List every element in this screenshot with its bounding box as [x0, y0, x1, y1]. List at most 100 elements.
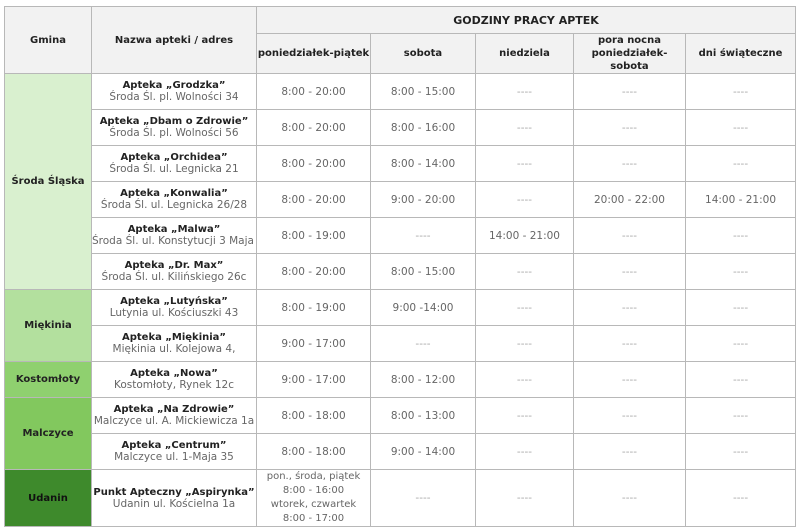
- hours-cell: ----: [475, 145, 574, 182]
- pharmacy-cell: Punkt Apteczny „Aspirynka” Udanin ul. Koś…: [91, 469, 257, 527]
- hours-cell: 8:00 - 16:00: [370, 109, 476, 146]
- hours-cell: ----: [573, 397, 686, 434]
- table-row: Apteka „Orchidea” Środa Śl. ul. Legnicka …: [5, 145, 797, 182]
- pharmacy-cell: Apteka „Dbam o Zdrowie” Środa Śl. pl. Wol…: [91, 109, 257, 146]
- hours-cell: ----: [370, 469, 476, 527]
- hours-cell: 20:00 - 22:00: [573, 181, 686, 218]
- hours-cell: ----: [684, 253, 797, 290]
- hours-cell: pon., środa, piątek 8:00 - 16:00 wtorek,…: [256, 469, 371, 527]
- table-row: Apteka „Dbam o Zdrowie” Środa Śl. pl. Wol…: [5, 109, 797, 146]
- hours-cell: ----: [573, 325, 686, 362]
- pharmacy-cell: Apteka „Nowa” Kostomłoty, Rynek 12c: [91, 361, 257, 398]
- table-row: Apteka „Miękinia” Miękinia ul. Kolejowa 4…: [5, 325, 797, 362]
- pharmacy-name: Apteka „Nowa”: [130, 368, 218, 379]
- hours-cell: ----: [475, 361, 574, 398]
- pharmacy-address: Lutynia ul. Kościuszki 43: [109, 307, 239, 319]
- pharmacy-cell: Apteka „Na Zdrowie” Malczyce ul. A. Micki…: [91, 397, 257, 434]
- hours-cell: ----: [684, 289, 797, 326]
- pharmacy-address: Środa Śl. ul. Kilińskiego 26c: [101, 271, 247, 283]
- hours-cell: 8:00 - 15:00: [370, 253, 476, 290]
- hours-cell: ----: [573, 73, 686, 110]
- hours-cell: ----: [475, 289, 574, 326]
- pharmacy-name: Apteka „Centrum”: [121, 440, 227, 451]
- pharmacy-name: Apteka „Dr. Max”: [124, 260, 224, 271]
- pharmacy-name: Punkt Apteczny „Aspirynka”: [93, 486, 255, 498]
- pharmacy-name: Apteka „Konwalia”: [120, 188, 228, 199]
- hours-cell: ----: [573, 361, 686, 398]
- pharmacy-name: Apteka „Miękinia”: [121, 332, 227, 343]
- hours-cell: 8:00 - 19:00: [256, 217, 371, 254]
- hours-cell: 9:00 -14:00: [370, 289, 476, 326]
- pharmacy-name: Apteka „Malwa”: [127, 224, 221, 235]
- pharmacy-cell: Apteka „Dr. Max” Środa Śl. ul. Kilińskieg…: [91, 253, 257, 290]
- hours-cell: ----: [475, 109, 574, 146]
- pharmacy-address: Środa Śl. pl. Wolności 34: [109, 91, 239, 103]
- header-gmina: Gmina: [4, 6, 92, 74]
- gmina-cell: Środa Śląska: [4, 73, 92, 290]
- table-row: Apteka „Malwa” Środa Śl. ul. Konstytucji …: [5, 217, 797, 254]
- hours-cell: 9:00 - 14:00: [370, 433, 476, 470]
- gmina-cell: Miękinia: [4, 289, 92, 362]
- hours-cell: ----: [684, 325, 797, 362]
- header-col-3: pora nocna poniedziałek-sobota: [573, 33, 686, 74]
- pharmacy-cell: Apteka „Konwalia” Środa Śl. ul. Legnicka …: [91, 181, 257, 218]
- hours-cell: ----: [684, 145, 797, 182]
- hours-cell: 9:00 - 17:00: [256, 361, 371, 398]
- hours-cell: 8:00 - 18:00: [256, 433, 371, 470]
- hours-cell: 8:00 - 20:00: [256, 109, 371, 146]
- pharmacy-address: Miękinia ul. Kolejowa 4,: [112, 343, 236, 355]
- pharmacy-hours-table: Gmina Nazwa apteki / adres GODZINY PRACY…: [4, 6, 797, 527]
- pharmacy-name: Apteka „Na Zdrowie”: [113, 404, 235, 415]
- hours-cell: ----: [573, 217, 686, 254]
- hours-cell: ----: [573, 253, 686, 290]
- pharmacy-cell: Apteka „Grodzka” Środa Śl. pl. Wolności 3…: [91, 73, 257, 110]
- hours-cell: 14:00 - 21:00: [475, 217, 574, 254]
- hours-cell: ----: [475, 433, 574, 470]
- pharmacy-address: Środa Śl. ul. Legnicka 21: [109, 163, 239, 175]
- table-row: Apteka „Centrum” Malczyce ul. 1-Maja 35 8:…: [5, 433, 797, 470]
- hours-cell: ----: [684, 217, 797, 254]
- hours-cell: 9:00 - 17:00: [256, 325, 371, 362]
- hours-cell: 8:00 - 18:00: [256, 397, 371, 434]
- hours-cell: ----: [475, 325, 574, 362]
- pharmacy-address: Udanin ul. Kościelna 1a: [112, 497, 236, 510]
- hours-cell: ----: [573, 145, 686, 182]
- pharmacy-cell: Apteka „Miękinia” Miękinia ul. Kolejowa 4…: [91, 325, 257, 362]
- table-row: Miękinia Apteka „Lutyńska” Lutynia ul. Koś…: [4, 289, 797, 362]
- pharmacy-name: Apteka „Dbam o Zdrowie”: [99, 116, 249, 127]
- pharmacy-address: Kostomłoty, Rynek 12c: [113, 379, 235, 391]
- pharmacy-cell: Apteka „Orchidea” Środa Śl. ul. Legnicka …: [91, 145, 257, 182]
- hours-cell: ----: [573, 433, 686, 470]
- gmina-cell: Malczyce: [4, 397, 92, 470]
- pharmacy-address: Malczyce ul. 1-Maja 35: [114, 451, 234, 463]
- hours-cell: ----: [684, 73, 797, 110]
- table-row: Malczyce Apteka „Na Zdrowie” Malczyce ul. …: [4, 397, 797, 470]
- hours-cell: 8:00 - 12:00: [370, 361, 476, 398]
- header-col-4: dni świąteczne: [684, 33, 797, 74]
- hours-cell: 8:00 - 20:00: [256, 253, 371, 290]
- hours-cell: ----: [684, 433, 797, 470]
- pharmacy-name: Apteka „Grodzka”: [122, 80, 226, 91]
- pharmacy-address: Środa Śl. ul. Legnicka 26/28: [100, 199, 248, 211]
- pharmacy-address: Środa Śl. pl. Wolności 56: [109, 127, 239, 139]
- hours-cell: 8:00 - 20:00: [256, 145, 371, 182]
- hours-cell: ----: [475, 181, 574, 218]
- header-group: GODZINY PRACY APTEK: [255, 6, 797, 34]
- header-col-2: niedziela: [475, 33, 574, 74]
- hours-cell: 8:00 - 14:00: [370, 145, 476, 182]
- pharmacy-name: Apteka „Orchidea”: [120, 152, 228, 163]
- pharmacy-cell: Apteka „Centrum” Malczyce ul. 1-Maja 35: [91, 433, 257, 470]
- table-row: Kostomłoty Apteka „Nowa” Kostomłoty, Rynek…: [4, 361, 797, 398]
- table-row: Udanin Punkt Apteczny „Aspirynka” Udanin u…: [4, 469, 797, 527]
- hours-cell: ----: [475, 397, 574, 434]
- hours-cell: ----: [684, 109, 797, 146]
- hours-cell: 14:00 - 21:00: [684, 181, 797, 218]
- pharmacy-cell: Apteka „Malwa” Środa Śl. ul. Konstytucji …: [91, 217, 257, 254]
- header-col-1: sobota: [370, 33, 476, 74]
- hours-cell: ----: [573, 469, 686, 527]
- hours-cell: ----: [573, 109, 686, 146]
- hours-cell: 9:00 - 20:00: [370, 181, 476, 218]
- hours-cell: 8:00 - 13:00: [370, 397, 476, 434]
- pharmacy-address: Malczyce ul. A. Mickiewicza 1a: [93, 415, 255, 427]
- pharmacy-address: Środa Śl. ul. Konstytucji 3 Maja 7: [92, 235, 257, 247]
